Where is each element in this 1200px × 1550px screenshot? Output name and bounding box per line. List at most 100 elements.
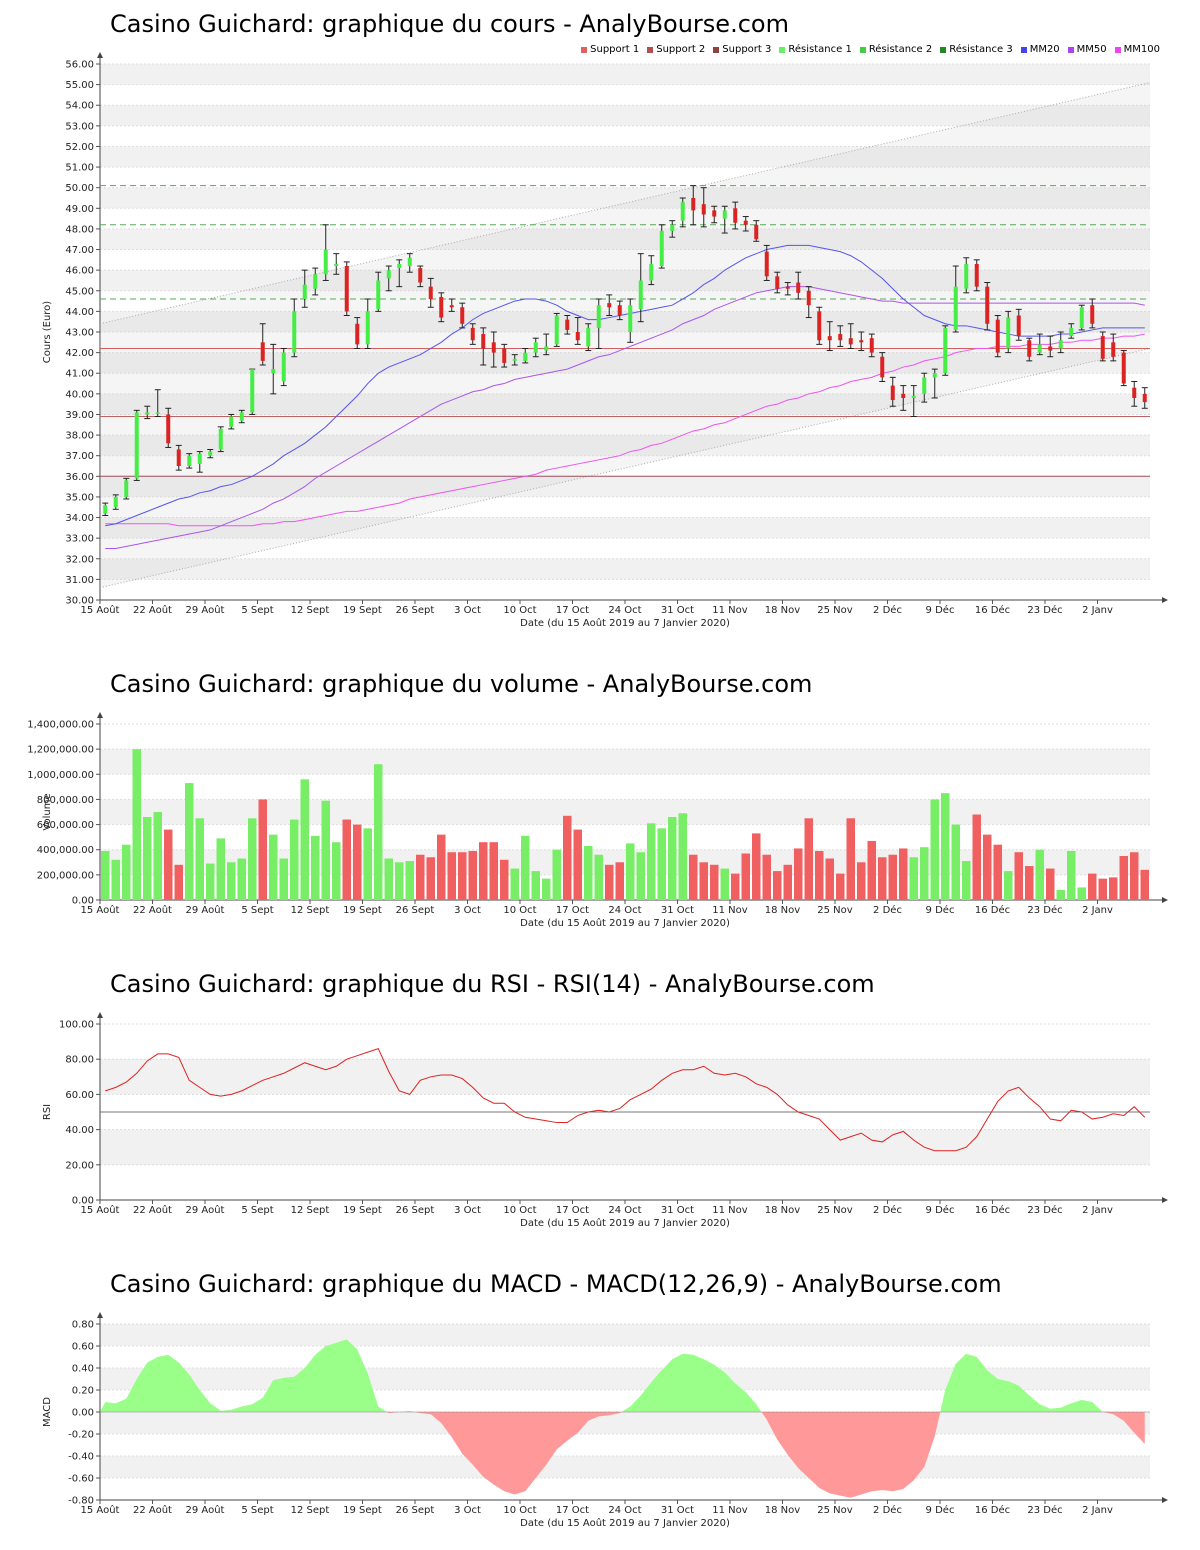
macd-band (100, 1324, 1150, 1346)
rsi-xtick-label: 12 Sept (291, 1205, 330, 1216)
candle-body (670, 224, 675, 231)
macd-ytick-label: -0.80 (68, 1496, 94, 1507)
macd-ytick-label: 0.80 (72, 1320, 94, 1331)
volume-bar (416, 854, 425, 900)
candle-body (1121, 352, 1126, 384)
rsi-ytick-label: 60.00 (65, 1090, 94, 1101)
volume-bar (752, 833, 761, 900)
candle-body (491, 342, 496, 353)
legend-item: MM50 (1067, 44, 1107, 55)
rsi-xtick-label: 31 Oct (661, 1205, 694, 1216)
candle-body (712, 210, 717, 217)
price-band (100, 270, 1150, 291)
legend-label: MM50 (1076, 44, 1107, 55)
volume-bar (300, 779, 309, 900)
candle-body (1016, 315, 1021, 337)
rsi-xtick-label: 18 Nov (765, 1205, 801, 1216)
volume-bar (1119, 856, 1128, 900)
volume-bar (1014, 852, 1023, 900)
legend-swatch (779, 46, 786, 53)
candle-body (355, 323, 360, 345)
macd-ytick-label: 0.40 (72, 1364, 94, 1375)
volume-ytick-label: 400,000.00 (37, 845, 94, 856)
candle-body (365, 311, 370, 345)
macd-xtick-label: 22 Août (133, 1504, 172, 1516)
candle-body (1006, 317, 1011, 349)
volume-bar (920, 847, 929, 900)
volume-bar (258, 799, 267, 900)
price-xtick-label: 26 Sept (396, 605, 435, 616)
volume-bar (720, 868, 729, 900)
price-legend: Support 1 Support 2 Support 3 Résistance 1 R… (581, 44, 1160, 55)
candle-body (407, 257, 412, 267)
macd-ytick-label: -0.20 (68, 1430, 94, 1441)
volume-bar (773, 871, 782, 900)
candle-body (187, 455, 192, 466)
volume-xtick-label: 10 Oct (503, 905, 536, 916)
macd-xtick-label: 11 Nov (712, 1505, 748, 1516)
trend-line-lower (99, 348, 1151, 589)
candle-body (113, 496, 118, 508)
macd-yaxis-title: MACD (42, 1397, 53, 1427)
candle-body (838, 334, 843, 341)
volume-bar (332, 842, 341, 900)
candle-body (701, 204, 706, 215)
legend-label: Support 1 (590, 44, 640, 55)
volume-bar (731, 873, 740, 900)
legend-swatch (647, 46, 654, 53)
legend-label: Support 3 (722, 44, 772, 55)
price-xtick-label: 10 Oct (503, 605, 536, 616)
volume-bar (216, 838, 225, 900)
volume-xtick-label: 15 Août (81, 904, 120, 916)
price-chart-title: Casino Guichard: graphique du cours - An… (110, 10, 789, 38)
volume-bar (1098, 878, 1107, 900)
price-ytick-label: 55.00 (65, 80, 94, 91)
volume-bar (930, 799, 939, 900)
price-band (100, 105, 1150, 126)
volume-bar (1140, 869, 1149, 900)
volume-ytick-label: 1,400,000.00 (27, 720, 94, 731)
candle-body (313, 274, 318, 289)
volume-xtick-label: 25 Nov (817, 905, 853, 916)
volume-chart-title: Casino Guichard: graphique du volume - A… (110, 670, 813, 698)
volume-bar (668, 817, 677, 900)
volume-ytick-label: 1,000,000.00 (27, 770, 94, 781)
macd-xtick-label: 24 Oct (608, 1505, 641, 1516)
price-ytick-label: 51.00 (65, 163, 94, 174)
candle-body (659, 230, 664, 267)
volume-ytick-label: 600,000.00 (37, 820, 94, 831)
volume-bar (1109, 877, 1118, 900)
volume-bar (689, 854, 698, 900)
candle-body (890, 385, 895, 401)
volume-bar (395, 862, 404, 900)
candle-body (523, 352, 528, 361)
candle-body (859, 340, 864, 343)
volume-xtick-label: 24 Oct (608, 905, 641, 916)
volume-chart: 0.00 200,000.00 400,000.00 600,000.00 800,00… (27, 712, 1168, 929)
price-band (100, 187, 1150, 209)
legend-swatch (940, 46, 947, 53)
legend-swatch (1067, 46, 1074, 53)
volume-bar (321, 800, 330, 900)
macd-positive-area (100, 1339, 387, 1412)
candle-body (691, 198, 696, 211)
candle-body (292, 311, 297, 353)
volume-y-arrow (97, 712, 103, 718)
price-ytick-label: 41.00 (65, 369, 94, 380)
price-yaxis-title: Cours (Euro) (42, 301, 53, 364)
price-xtick-label: 18 Nov (765, 605, 801, 616)
candle-body (250, 369, 255, 413)
macd-positive-area (399, 1410, 415, 1412)
legend-label: MM100 (1123, 44, 1160, 55)
candle-body (145, 412, 150, 415)
candle-body (502, 348, 507, 363)
candle-body (134, 412, 139, 479)
candle-body (1090, 305, 1095, 324)
volume-ytick-label: 800,000.00 (37, 795, 94, 806)
legend-swatch (581, 46, 588, 53)
candle-body (638, 280, 643, 310)
volume-bar (573, 829, 582, 900)
rsi-yaxis-title: RSI (42, 1104, 53, 1120)
legend-item: Support 1 (581, 44, 639, 55)
volume-xtick-label: 22 Août (133, 904, 172, 916)
